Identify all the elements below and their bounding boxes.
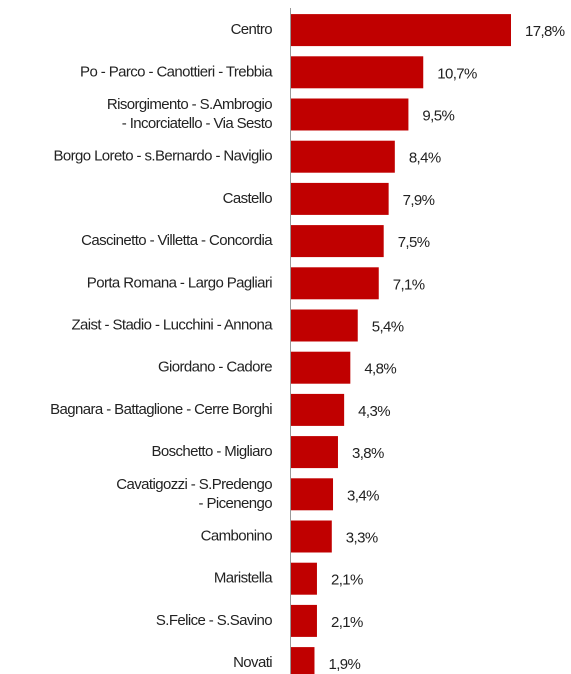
value-label: 10,7%: [437, 65, 477, 82]
bar: [291, 351, 351, 384]
bar: [291, 140, 395, 173]
category-label: Bagnara - Battaglione - Cerre Borghi: [50, 401, 272, 418]
category-label: Giordano - Cadore: [158, 359, 272, 376]
category-label: Cambonino: [201, 527, 273, 544]
category-label: Cavatigozzi - S.Predengo - Picenengo: [116, 476, 272, 512]
value-label: 2,1%: [331, 572, 363, 589]
bar: [291, 182, 389, 215]
value-label: 7,5%: [398, 234, 430, 251]
category-label: S.Felice - S.Savino: [156, 612, 272, 629]
bar: [291, 604, 317, 637]
bar: [291, 14, 511, 47]
value-label: 3,8%: [352, 445, 384, 462]
category-label: Novati: [233, 654, 272, 671]
category-label: Boschetto - Migliaro: [151, 443, 272, 460]
value-label: 3,4%: [347, 487, 379, 504]
bar: [291, 562, 317, 595]
bar: [291, 478, 334, 511]
bar: [291, 225, 384, 258]
value-label: 2,1%: [331, 614, 363, 631]
value-label: 4,8%: [364, 361, 396, 378]
category-label: Centro: [231, 21, 273, 38]
bar: [291, 56, 424, 89]
bar: [291, 393, 345, 426]
value-label: 17,8%: [525, 23, 565, 40]
value-label: 1,9%: [328, 656, 360, 673]
value-label: 8,4%: [409, 150, 441, 167]
value-label: 3,3%: [346, 529, 378, 546]
bar: [291, 98, 409, 131]
category-label: Castello: [223, 190, 273, 207]
category-label: Cascinetto - Villetta - Concordia: [81, 232, 273, 249]
value-label: 7,9%: [403, 192, 435, 209]
category-label: Zaist - Stadio - Lucchini - Annona: [71, 316, 273, 333]
value-label: 4,3%: [358, 403, 390, 420]
value-label: 5,4%: [372, 318, 404, 335]
bar: [291, 267, 379, 300]
category-label: Maristella: [214, 570, 273, 587]
value-label: 9,5%: [422, 107, 454, 124]
category-label: Po - Parco - Canottieri - Trebbia: [80, 63, 273, 80]
category-label: Borgo Loreto - s.Bernardo - Naviglio: [53, 148, 272, 165]
bar: [291, 309, 358, 342]
bar: [291, 436, 338, 469]
category-label: Porta Romana - Largo Pagliari: [87, 274, 272, 291]
bar: [291, 520, 332, 553]
category-label: Risorgimento - S.Ambrogio - Incorciatello…: [107, 96, 272, 132]
value-label: 7,1%: [393, 276, 425, 293]
bar: [291, 647, 315, 674]
